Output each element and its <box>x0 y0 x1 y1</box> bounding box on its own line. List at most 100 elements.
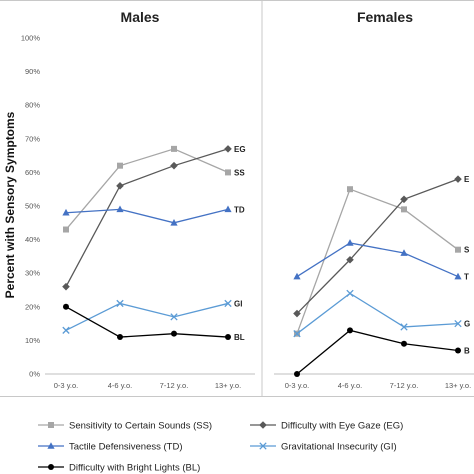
data-point-gi <box>346 289 354 298</box>
x-tick-label: 4-6 y.o. <box>108 381 132 390</box>
y-tick-label: 0% <box>29 370 40 379</box>
series-end-label: E <box>464 175 470 184</box>
legend-label: Difficulty with Bright Lights (BL) <box>69 463 200 474</box>
legend-label: Difficulty with Eye Gaze (EG) <box>281 421 403 432</box>
series-end-label: G <box>464 320 470 329</box>
x-tick-label: 0-3 y.o. <box>54 381 78 390</box>
data-point-gi <box>400 323 408 331</box>
data-point-td <box>400 249 408 256</box>
data-point-gi-stroke-b <box>454 319 462 328</box>
x-tick-label: 4-6 y.o. <box>338 381 362 390</box>
x-tick-label: 7-12 y.o. <box>160 381 189 390</box>
series-line-ss <box>65 148 229 230</box>
data-point-td <box>293 272 301 280</box>
legend-swatch-marker <box>259 442 267 450</box>
legend-item-td: Tactile Defensiveness (TD) <box>38 442 183 453</box>
y-tick-label: 20% <box>25 302 40 311</box>
series-eg: EG <box>62 145 246 291</box>
series-end-label: TD <box>234 205 245 214</box>
series-td: T <box>293 239 469 282</box>
data-point-bl <box>401 340 407 347</box>
x-tick-label: 13+ y.o. <box>445 381 471 390</box>
data-point-td <box>346 239 354 246</box>
data-point-ss <box>455 246 461 253</box>
y-tick-label: 90% <box>25 67 40 76</box>
data-point-gi-stroke-b <box>293 330 301 338</box>
legend-label: Sensitivity to Certain Sounds (SS) <box>69 421 212 432</box>
series-end-label: GI <box>234 299 242 308</box>
legend-swatch-marker <box>47 442 55 449</box>
series-end-label: T <box>464 273 469 282</box>
series-line-bl <box>296 329 459 375</box>
data-point-gi <box>62 326 70 334</box>
series-gi: GI <box>62 299 242 334</box>
y-tick-label: 80% <box>25 101 40 110</box>
data-point-gi-stroke-b <box>224 299 232 308</box>
series-line-eg <box>296 178 459 314</box>
panel-females: Females 0-3 y.o. 4-6 y.o. 7-12 y.o. 13+ y.o.… <box>274 9 474 390</box>
panel-males: Males 0-3 y.o. 4-6 y.o. 7-12 y.o. 13+ y.o. SS… <box>45 0 263 396</box>
x-tick-label: 0-3 y.o. <box>285 381 309 390</box>
legend: Sensitivity to Certain Sounds (SS) Diffic… <box>38 421 403 474</box>
series-line-gi <box>65 302 229 331</box>
data-point-gi-stroke-b <box>346 289 354 298</box>
data-point-gi-stroke-b <box>400 323 408 331</box>
data-point-td <box>454 272 462 280</box>
data-point-eg <box>116 182 124 190</box>
data-point-gi <box>293 330 301 338</box>
data-point-td <box>116 205 124 213</box>
series-end-label: BL <box>234 333 245 342</box>
series-end-label: S <box>464 246 470 255</box>
y-tick-label: 40% <box>25 235 40 244</box>
data-point-gi-stroke-b <box>116 299 124 308</box>
data-point-ss <box>347 186 353 193</box>
data-point-bl <box>294 371 300 377</box>
data-point-ss <box>63 226 69 233</box>
y-tick-label: 60% <box>25 168 40 177</box>
data-point-td <box>224 205 232 213</box>
legend-item-gi: Gravitational Insecurity (GI) <box>250 442 397 453</box>
series-ss: SS <box>63 145 245 233</box>
data-point-bl <box>455 347 461 354</box>
legend-item-ss: Sensitivity to Certain Sounds (SS) <box>38 421 212 432</box>
legend-swatch-marker <box>48 422 54 428</box>
data-point-eg <box>224 145 232 153</box>
y-tick-label: 100% <box>21 34 41 43</box>
series-gi: G <box>293 289 470 338</box>
data-point-eg <box>400 195 408 204</box>
series-line-gi <box>296 292 459 335</box>
data-point-bl <box>117 334 123 341</box>
data-point-eg <box>346 255 354 264</box>
data-point-gi-stroke-b <box>62 326 70 334</box>
y-tick-label: 30% <box>25 269 40 278</box>
series-bl: B <box>294 327 470 377</box>
data-point-gi-stroke-b <box>170 313 178 321</box>
legend-label: Tactile Defensiveness (TD) <box>69 442 183 453</box>
legend-item-eg: Difficulty with Eye Gaze (EG) <box>250 421 403 432</box>
series-td: TD <box>62 205 245 226</box>
legend-swatch-marker <box>259 421 267 429</box>
series-end-label: EG <box>234 145 246 154</box>
data-point-eg <box>62 282 70 291</box>
panel-title: Females <box>357 9 413 25</box>
legend-swatch-marker-stroke-b <box>259 442 267 450</box>
data-point-gi <box>116 299 124 308</box>
data-point-td <box>62 208 70 216</box>
series-line-ss <box>296 188 459 334</box>
series-line-eg <box>65 148 229 287</box>
series-end-label: SS <box>234 168 245 177</box>
data-point-bl <box>225 334 231 341</box>
x-tick-label: 7-12 y.o. <box>390 381 419 390</box>
data-point-eg <box>293 309 301 318</box>
data-point-gi <box>224 299 232 308</box>
data-point-bl <box>63 303 69 310</box>
y-tick-label: 50% <box>25 202 40 211</box>
legend-swatch-marker <box>48 464 54 470</box>
data-point-ss <box>225 169 231 176</box>
data-point-ss <box>401 206 407 213</box>
x-tick-label: 13+ y.o. <box>215 381 241 390</box>
series-bl: BL <box>63 303 245 342</box>
data-point-eg <box>170 161 178 170</box>
data-point-ss <box>117 162 123 169</box>
y-axis-label: Percent with Sensory Symptoms <box>3 111 17 298</box>
